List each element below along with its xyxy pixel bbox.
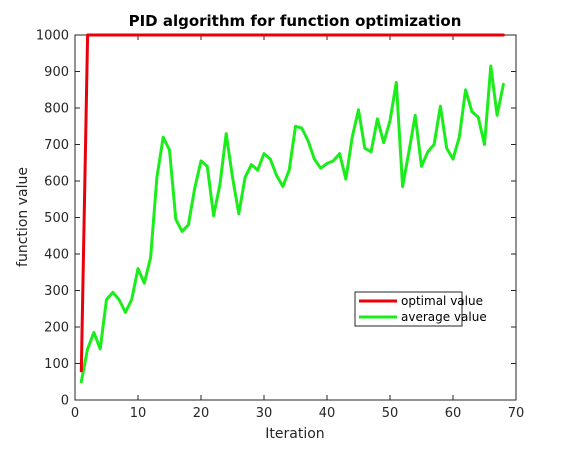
x-tick-label: 30: [256, 406, 273, 421]
x-tick-label: 40: [319, 406, 336, 421]
y-tick-label: 100: [44, 357, 69, 372]
legend: optimal value average value: [354, 291, 487, 327]
x-axis-label: Iteration: [265, 426, 324, 442]
chart-title: PID algorithm for function optimization: [129, 12, 462, 30]
y-tick-label: 800: [44, 102, 69, 117]
x-tick-label: 60: [445, 406, 462, 421]
axes-ticks: 0 10 20 30 40 50 60 700100200300400500600700800…: [36, 29, 524, 422]
legend-box: [354, 291, 463, 327]
y-tick-label: 600: [44, 175, 69, 190]
x-tick-label: 10: [130, 406, 147, 421]
series-layer: [79, 33, 505, 384]
series-line-optimal-value: [79, 33, 505, 373]
plot-area: [74, 34, 517, 401]
y-axis-label: function value: [15, 167, 31, 267]
x-tick-label: 70: [508, 406, 525, 421]
y-tick-label: 300: [44, 284, 69, 299]
y-tick-label: 400: [44, 248, 69, 263]
x-tick-label: 0: [71, 406, 79, 421]
y-tick-label: 200: [44, 321, 69, 336]
series-line-average-value: [79, 64, 505, 384]
x-tick-label: 20: [193, 406, 210, 421]
y-tick-label: 900: [44, 65, 69, 80]
y-tick-label: 700: [44, 138, 69, 153]
y-tick-label: 500: [44, 211, 69, 226]
legend-label-average-value: average value: [401, 310, 487, 324]
legend-label-optimal-value: optimal value: [401, 294, 483, 308]
x-tick-label: 50: [382, 406, 399, 421]
y-tick-label: 1000: [36, 29, 69, 44]
y-tick-label: 0: [61, 394, 69, 409]
